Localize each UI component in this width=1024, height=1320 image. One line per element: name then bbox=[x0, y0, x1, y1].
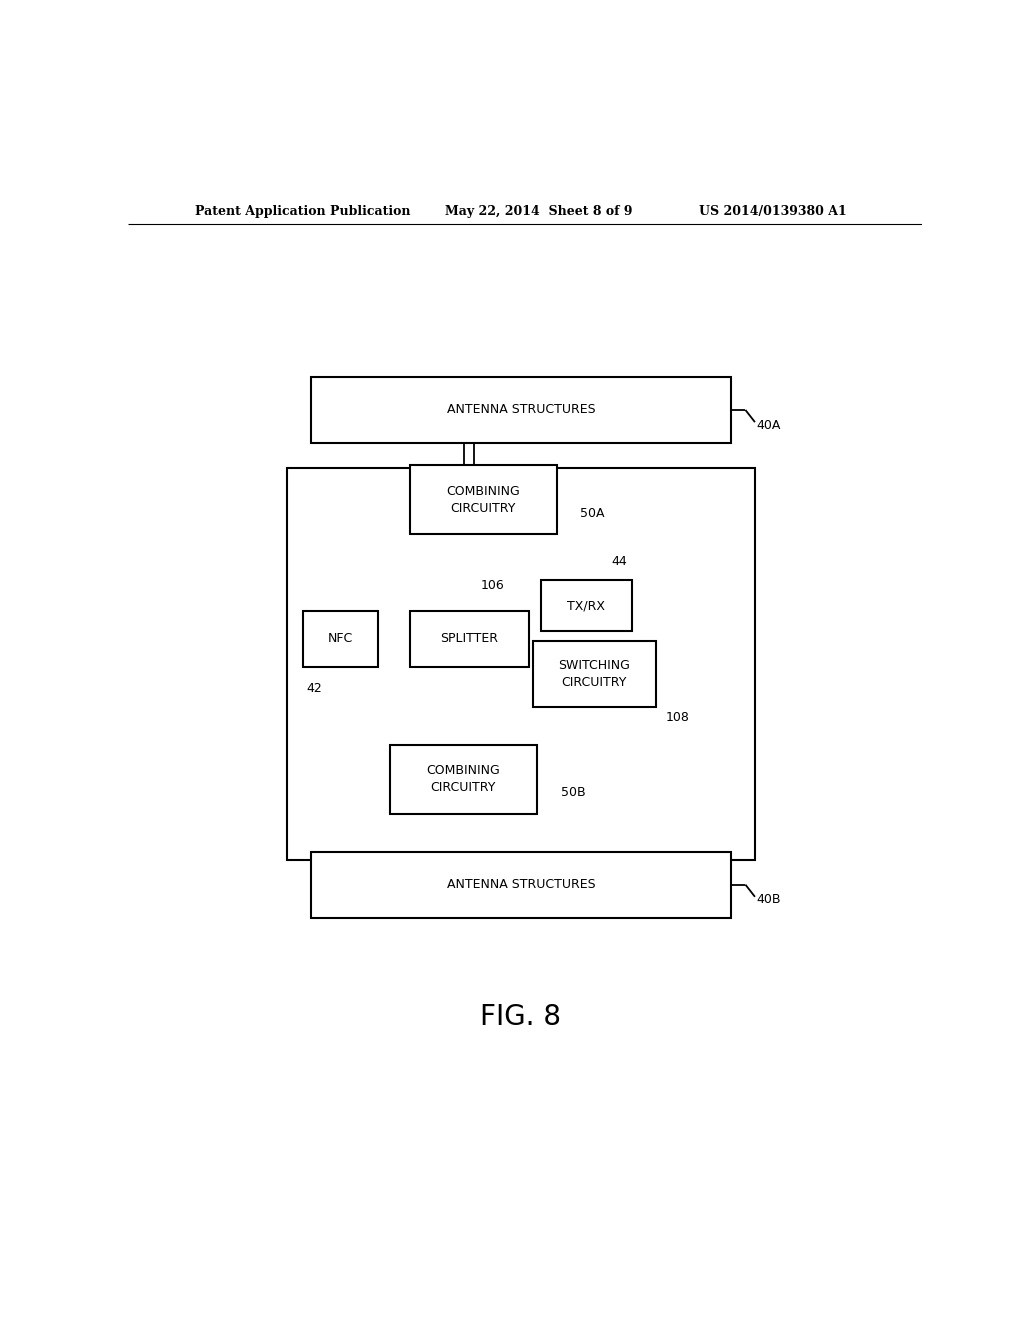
Text: 106: 106 bbox=[481, 578, 505, 591]
Bar bbox=[310, 378, 731, 444]
Text: Patent Application Publication: Patent Application Publication bbox=[196, 205, 411, 218]
Text: 40B: 40B bbox=[757, 894, 781, 907]
Text: COMBINING
CIRCUITRY: COMBINING CIRCUITRY bbox=[426, 764, 500, 795]
Text: SPLITTER: SPLITTER bbox=[440, 632, 499, 645]
Text: NFC: NFC bbox=[328, 632, 353, 645]
Text: 108: 108 bbox=[666, 711, 689, 723]
Bar bbox=[287, 469, 755, 859]
Text: US 2014/0139380 A1: US 2014/0139380 A1 bbox=[699, 205, 847, 218]
Text: ANTENNA STRUCTURES: ANTENNA STRUCTURES bbox=[446, 404, 595, 416]
Text: 40A: 40A bbox=[757, 418, 781, 432]
Text: SWITCHING
CIRCUITRY: SWITCHING CIRCUITRY bbox=[558, 659, 630, 689]
Text: COMBINING
CIRCUITRY: COMBINING CIRCUITRY bbox=[446, 484, 520, 515]
Bar bbox=[390, 744, 537, 814]
Text: ANTENNA STRUCTURES: ANTENNA STRUCTURES bbox=[446, 878, 595, 891]
Text: FIG. 8: FIG. 8 bbox=[480, 1003, 561, 1031]
Bar bbox=[541, 581, 632, 631]
Bar bbox=[310, 851, 731, 917]
Bar bbox=[410, 611, 528, 667]
Bar bbox=[303, 611, 378, 667]
Bar bbox=[410, 466, 557, 535]
Text: 42: 42 bbox=[306, 682, 323, 696]
Text: 44: 44 bbox=[611, 556, 627, 569]
Text: May 22, 2014  Sheet 8 of 9: May 22, 2014 Sheet 8 of 9 bbox=[445, 205, 633, 218]
Text: 50B: 50B bbox=[560, 787, 585, 799]
Text: 50A: 50A bbox=[581, 507, 605, 520]
Text: TX/RX: TX/RX bbox=[567, 599, 605, 612]
Bar bbox=[532, 642, 655, 708]
